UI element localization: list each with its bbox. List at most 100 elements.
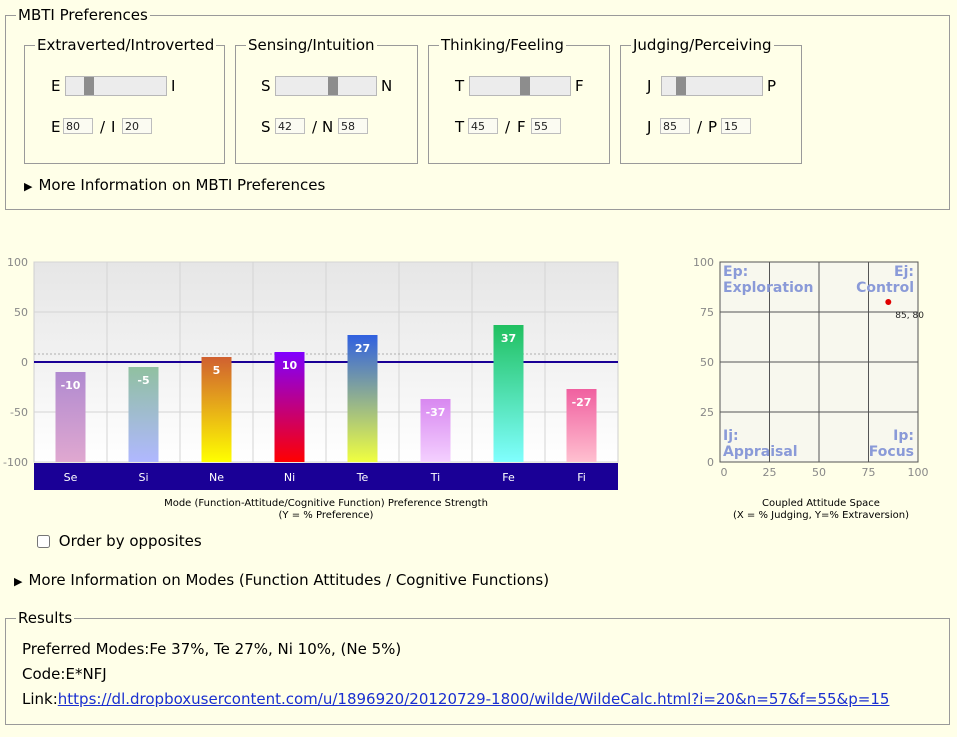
f-value-field[interactable]: 55 bbox=[531, 118, 561, 134]
more-info-mbti-label: More Information on MBTI Preferences bbox=[38, 176, 326, 194]
bar-value-label: 37 bbox=[501, 332, 516, 345]
bar-chart-caption-line1: Mode (Function-Attitude/Cognitive Functi… bbox=[164, 498, 488, 509]
more-info-modes-toggle[interactable]: ▶ More Information on Modes (Function Att… bbox=[14, 571, 549, 589]
left-letter: E bbox=[51, 77, 61, 95]
results-legend: Results bbox=[18, 609, 73, 627]
bar bbox=[493, 325, 524, 462]
right-letter: F bbox=[517, 118, 526, 136]
bar-value-label: 10 bbox=[282, 359, 298, 372]
left-letter: T bbox=[455, 77, 465, 95]
slider-thumb[interactable] bbox=[84, 77, 94, 95]
more-info-mbti-toggle[interactable]: ▶ More Information on MBTI Preferences bbox=[24, 176, 325, 194]
y-tick-label: 50 bbox=[700, 356, 714, 369]
s-value-field[interactable]: 42 bbox=[275, 118, 305, 134]
right-letter: P bbox=[767, 77, 777, 95]
left-letter: S bbox=[261, 77, 271, 95]
disclosure-triangle-icon: ▶ bbox=[24, 180, 33, 193]
x-tick-label: 50 bbox=[812, 466, 826, 479]
right-letter: I bbox=[171, 77, 176, 95]
slider-thumb[interactable] bbox=[328, 77, 339, 95]
mbti-preferences-legend: MBTI Preferences bbox=[18, 6, 148, 24]
data-point-label: 85, 80 bbox=[895, 311, 924, 321]
slider-thumb[interactable] bbox=[519, 77, 530, 95]
slider-thumb[interactable] bbox=[675, 77, 686, 95]
bar-value-label: 5 bbox=[213, 364, 221, 377]
left-letter: T bbox=[455, 118, 465, 136]
group-title: Thinking/Feeling bbox=[441, 36, 564, 54]
separator: / bbox=[697, 118, 703, 136]
ei-slider[interactable] bbox=[65, 76, 167, 96]
quadrant-label: Control bbox=[856, 280, 914, 296]
right-letter: I bbox=[111, 118, 116, 136]
quadrant-label: Ij: bbox=[723, 428, 739, 444]
group-title: Sensing/Intuition bbox=[248, 36, 375, 54]
group-title: Judging/Perceiving bbox=[633, 36, 772, 54]
y-tick-label: -50 bbox=[10, 406, 28, 419]
order-by-opposites[interactable]: Order by opposites bbox=[37, 532, 202, 550]
jp-slider[interactable] bbox=[661, 76, 763, 96]
link-line: Link:https://dl.dropboxusercontent.com/u… bbox=[22, 690, 889, 708]
p-value-field[interactable]: 15 bbox=[721, 118, 751, 134]
judging-perceiving-group: Judging/Perceiving bbox=[620, 36, 802, 164]
y-tick-label: -100 bbox=[3, 456, 28, 469]
group-title: Extraverted/Introverted bbox=[37, 36, 215, 54]
x-tick-label: 0 bbox=[721, 466, 728, 479]
left-letter: E bbox=[51, 118, 61, 136]
code-line: Code:E*NFJ bbox=[22, 665, 107, 683]
left-letter: J bbox=[647, 77, 652, 95]
quadrant-label: Ip: bbox=[893, 428, 914, 444]
result-link[interactable]: https://dl.dropboxusercontent.com/u/1896… bbox=[57, 690, 890, 708]
bar bbox=[420, 399, 451, 462]
extraverted-introverted-group: Extraverted/Introverted bbox=[24, 36, 225, 164]
category-label: Fe bbox=[502, 471, 515, 484]
bar-value-label: -10 bbox=[61, 379, 81, 392]
separator: / bbox=[505, 118, 511, 136]
right-letter: N bbox=[381, 77, 393, 95]
scatter-caption-line2: (X = % Judging, Y=% Extraversion) bbox=[732, 510, 910, 521]
quadrant-label: Focus bbox=[869, 444, 914, 460]
right-letter: N bbox=[322, 118, 334, 136]
category-label: Te bbox=[356, 471, 369, 484]
category-band bbox=[34, 463, 618, 490]
bar-chart-caption: Mode (Function-Attitude/Cognitive Functi… bbox=[130, 498, 522, 522]
quadrant-label: Ej: bbox=[894, 264, 914, 280]
more-info-modes-label: More Information on Modes (Function Atti… bbox=[28, 571, 550, 589]
category-label: Se bbox=[64, 471, 78, 484]
tf-slider[interactable] bbox=[469, 76, 571, 96]
bar bbox=[201, 357, 232, 462]
quadrant-label: Exploration bbox=[723, 280, 813, 296]
bar-value-label: -27 bbox=[572, 396, 592, 409]
scatter-caption: Coupled Attitude Space (X = % Judging, Y… bbox=[718, 498, 924, 522]
quadrant-label: Ep: bbox=[723, 264, 748, 280]
bar-value-label: 27 bbox=[355, 342, 370, 355]
mode-bar-chart: 100 50 0 -50 -100 -10 -5 5 10 27 -37 37 -27 Se Si Ne N… bbox=[3, 258, 619, 490]
order-by-opposites-checkbox[interactable] bbox=[37, 535, 50, 548]
link-label: Link: bbox=[22, 690, 58, 708]
code-label: Code: bbox=[22, 665, 66, 683]
j-value-field[interactable]: 85 bbox=[660, 118, 690, 134]
left-letter: J bbox=[647, 118, 652, 136]
e-value-field[interactable]: 80 bbox=[63, 118, 93, 134]
disclosure-triangle-icon: ▶ bbox=[14, 575, 23, 588]
quadrant-label: Appraisal bbox=[723, 444, 798, 460]
category-label: Ti bbox=[430, 471, 440, 484]
x-tick-label: 75 bbox=[862, 466, 876, 479]
preferred-modes-line: Preferred Modes:Fe 37%, Te 27%, Ni 10%, … bbox=[22, 640, 401, 658]
i-value-field[interactable]: 20 bbox=[122, 118, 152, 134]
t-value-field[interactable]: 45 bbox=[468, 118, 498, 134]
y-tick-label: 50 bbox=[14, 306, 28, 319]
y-tick-label: 0 bbox=[21, 356, 28, 369]
data-point bbox=[885, 299, 892, 305]
separator: / bbox=[312, 118, 318, 136]
bar bbox=[347, 335, 378, 462]
bar-chart-caption-line2: (Y = % Preference) bbox=[278, 510, 374, 521]
n-value-field[interactable]: 58 bbox=[338, 118, 368, 134]
bar-value-label: -37 bbox=[426, 406, 446, 419]
category-label: Ne bbox=[209, 471, 224, 484]
right-letter: P bbox=[708, 118, 718, 136]
sn-slider[interactable] bbox=[275, 76, 377, 96]
coupled-attitude-chart: Ep:Exploration Ej:Control Ij:Appraisal Ip:F… bbox=[693, 258, 929, 479]
bar bbox=[128, 367, 159, 462]
left-letter: S bbox=[261, 118, 271, 136]
bar bbox=[55, 372, 86, 462]
